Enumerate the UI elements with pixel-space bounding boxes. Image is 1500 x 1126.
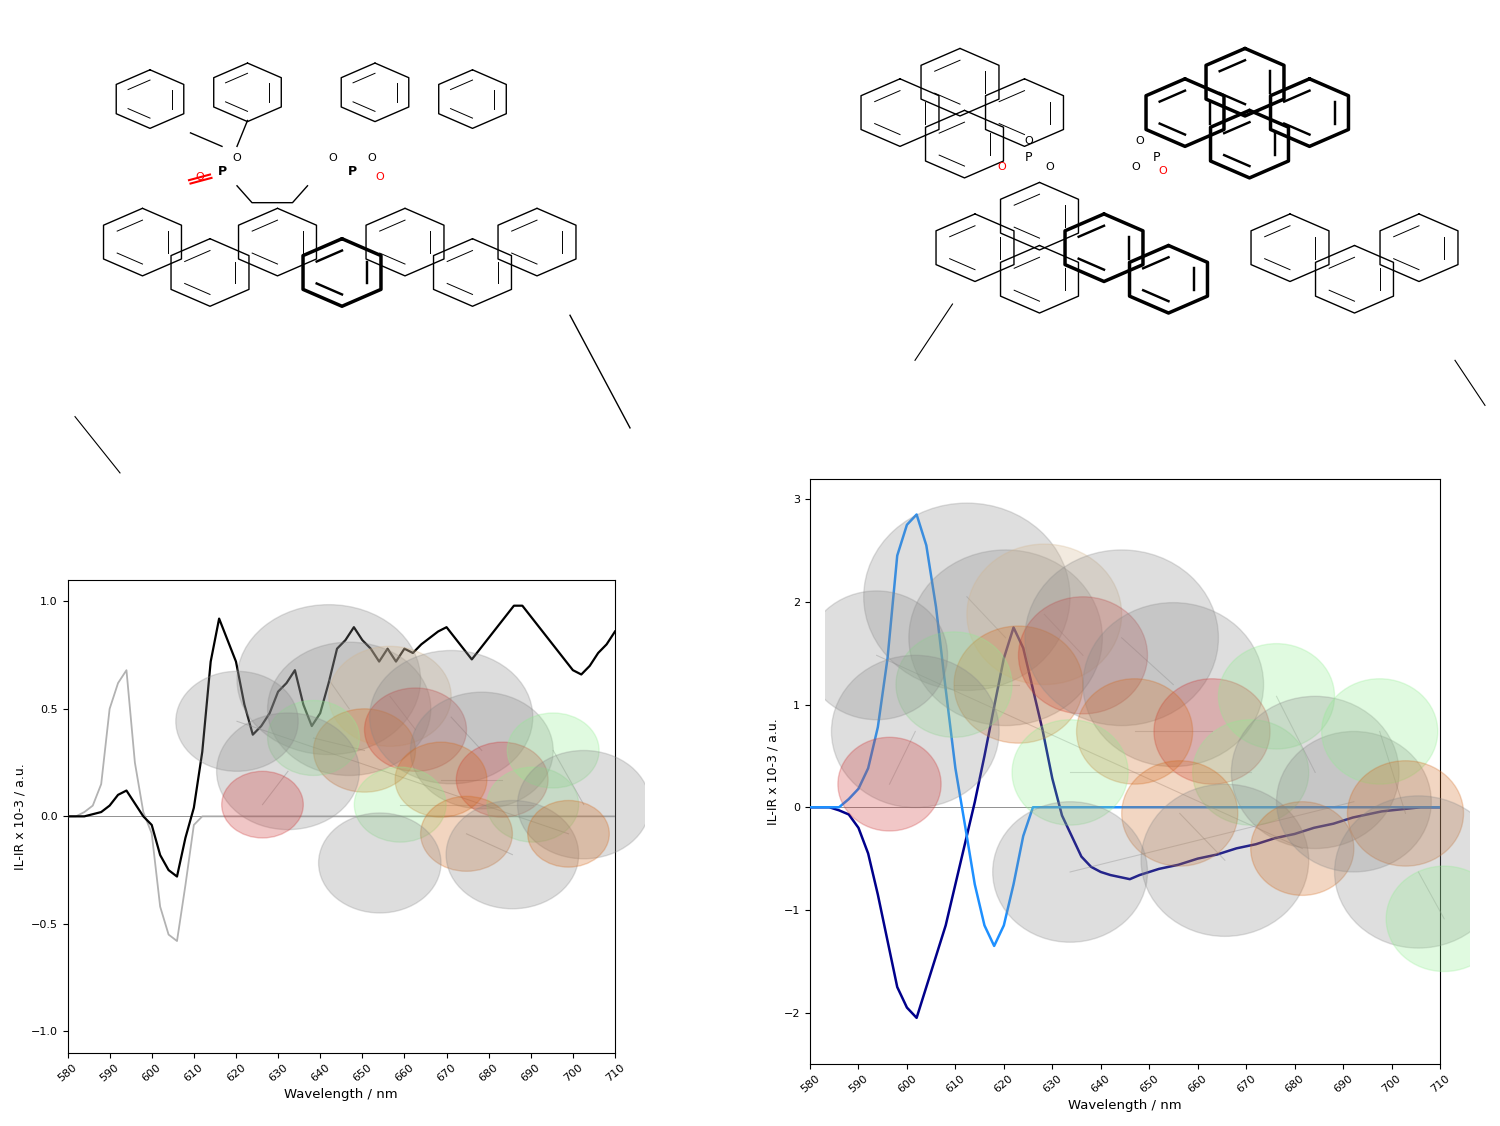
Circle shape [267, 700, 360, 776]
Circle shape [806, 591, 948, 720]
Circle shape [896, 632, 1013, 738]
Circle shape [314, 709, 416, 793]
Circle shape [446, 801, 579, 909]
Circle shape [1192, 720, 1308, 825]
Circle shape [1013, 720, 1128, 825]
Circle shape [1232, 696, 1400, 849]
Text: P: P [1026, 151, 1032, 164]
Circle shape [267, 642, 430, 776]
Circle shape [1122, 761, 1238, 866]
Circle shape [831, 655, 999, 807]
Circle shape [507, 713, 598, 788]
Circle shape [411, 692, 554, 808]
Circle shape [394, 742, 488, 817]
Circle shape [1154, 679, 1270, 784]
Circle shape [518, 750, 650, 859]
Text: O: O [1024, 136, 1033, 145]
Text: O: O [998, 162, 1006, 171]
Text: P: P [217, 164, 226, 178]
Text: O: O [1046, 162, 1054, 171]
Text: O: O [232, 153, 242, 162]
Text: O: O [1136, 136, 1144, 145]
Circle shape [954, 626, 1083, 743]
Circle shape [1024, 549, 1218, 725]
Circle shape [1142, 784, 1308, 937]
Circle shape [1083, 602, 1263, 767]
Text: O: O [375, 172, 384, 181]
Text: P: P [348, 164, 357, 178]
Circle shape [909, 549, 1102, 725]
Circle shape [176, 671, 298, 771]
Text: O: O [368, 153, 376, 162]
Circle shape [1276, 732, 1431, 872]
Text: O: O [195, 172, 204, 181]
Y-axis label: IL-IR x 10-3 / a.u.: IL-IR x 10-3 / a.u. [766, 718, 780, 824]
Circle shape [839, 738, 940, 831]
Text: O: O [1158, 167, 1167, 176]
Circle shape [456, 742, 548, 817]
Circle shape [216, 713, 360, 830]
Text: O: O [328, 153, 338, 162]
X-axis label: Wavelength / nm: Wavelength / nm [285, 1088, 398, 1101]
Circle shape [864, 503, 1070, 690]
Circle shape [354, 767, 446, 842]
Text: P: P [1152, 151, 1161, 164]
Circle shape [488, 767, 579, 842]
Circle shape [237, 605, 420, 754]
Y-axis label: IL-IR x 10-3 / a.u.: IL-IR x 10-3 / a.u. [13, 763, 27, 869]
Circle shape [1218, 644, 1335, 749]
Circle shape [328, 646, 452, 747]
Circle shape [420, 796, 513, 872]
Circle shape [1322, 679, 1437, 784]
Circle shape [1347, 761, 1464, 866]
Circle shape [1386, 866, 1500, 972]
Text: O: O [1131, 162, 1140, 171]
Circle shape [1019, 597, 1148, 714]
Circle shape [528, 801, 609, 867]
Circle shape [1335, 796, 1500, 948]
Circle shape [968, 544, 1122, 685]
X-axis label: Wavelength / nm: Wavelength / nm [1068, 1099, 1182, 1112]
Circle shape [1251, 802, 1354, 895]
Circle shape [1077, 679, 1192, 784]
Circle shape [993, 802, 1148, 942]
Circle shape [222, 771, 303, 838]
Circle shape [369, 651, 532, 784]
Circle shape [318, 813, 441, 913]
Circle shape [364, 688, 466, 771]
